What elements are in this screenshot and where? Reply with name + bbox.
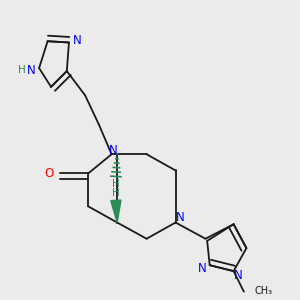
- Text: N: N: [109, 144, 117, 158]
- Text: N: N: [73, 34, 82, 47]
- Polygon shape: [111, 200, 121, 223]
- Text: H: H: [112, 188, 120, 198]
- Text: O: O: [44, 167, 53, 180]
- Text: N: N: [176, 211, 184, 224]
- Text: N: N: [233, 269, 242, 282]
- Text: H: H: [112, 179, 120, 189]
- Text: CH₃: CH₃: [254, 286, 273, 296]
- Text: N: N: [198, 262, 206, 275]
- Text: N: N: [27, 64, 36, 77]
- Text: H: H: [18, 65, 26, 75]
